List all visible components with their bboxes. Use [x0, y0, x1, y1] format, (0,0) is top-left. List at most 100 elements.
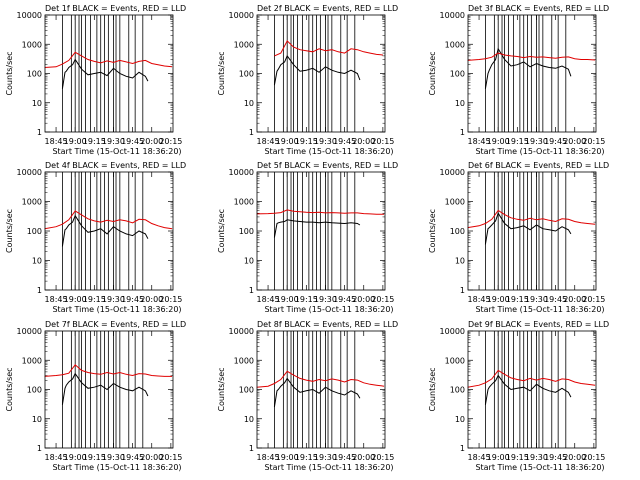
- y-tick-label: 1: [460, 128, 465, 137]
- y-axis-label: Counts/sec: [5, 209, 14, 253]
- y-tick-label: 10000: [440, 327, 465, 336]
- x-tick-label: 19:45: [121, 295, 144, 304]
- x-tick-label: 20:15: [582, 453, 605, 462]
- x-tick-label: 20:15: [371, 295, 394, 304]
- detector-panel: Det 2f BLACK = Events, RED = LLD Counts/s…: [217, 4, 398, 156]
- y-axis-label: Counts/sec: [5, 51, 14, 95]
- y-axis-label: Counts/sec: [217, 367, 226, 411]
- lld-series: [44, 364, 173, 377]
- y-tick-label: 1000: [22, 356, 42, 365]
- x-tick-label: 20:00: [140, 295, 163, 304]
- y-tick-label: 10000: [229, 11, 254, 20]
- x-tick-label: 20:15: [159, 453, 182, 462]
- y-axis-label: Counts/sec: [428, 51, 437, 95]
- x-tick-label: 19:30: [525, 295, 548, 304]
- x-tick-label: 20:00: [140, 137, 163, 146]
- y-tick-label: 1: [37, 286, 42, 295]
- y-tick-label: 1: [249, 286, 254, 295]
- x-tick-label: 18:45: [468, 137, 491, 146]
- x-axis-label: Start Time (15-Oct-11 18:36:20): [475, 147, 604, 156]
- x-tick-label: 20:00: [352, 453, 375, 462]
- plot-frame: [256, 14, 386, 133]
- y-tick-label: 10000: [440, 168, 465, 177]
- y-tick-label: 1000: [234, 356, 254, 365]
- x-tick-label: 19:15: [83, 137, 106, 146]
- x-tick-label: 19:00: [276, 137, 299, 146]
- y-tick-label: 100: [27, 227, 42, 236]
- y-tick-label: 1: [37, 128, 42, 137]
- x-tick-label: 19:30: [102, 453, 125, 462]
- x-tick-label: 18:45: [45, 137, 68, 146]
- x-tick-label: 18:45: [45, 453, 68, 462]
- y-tick-label: 100: [239, 386, 254, 395]
- y-tick-label: 10: [32, 99, 42, 108]
- events-series: [273, 54, 361, 86]
- x-tick-label: 19:45: [333, 295, 356, 304]
- y-tick-label: 1: [460, 286, 465, 295]
- y-axis-label: Counts/sec: [5, 367, 14, 411]
- x-tick-label: 18:45: [257, 137, 280, 146]
- y-tick-label: 1: [249, 128, 254, 137]
- x-tick-label: 20:00: [352, 137, 375, 146]
- x-axis-label: Start Time (15-Oct-11 18:36:20): [475, 305, 604, 314]
- x-tick-label: 18:45: [45, 295, 68, 304]
- plot-frame: [44, 330, 174, 449]
- x-tick-label: 18:45: [257, 295, 280, 304]
- y-tick-label: 10000: [440, 11, 465, 20]
- panel-title: Det 2f BLACK = Events, RED = LLD: [257, 4, 398, 13]
- events-series: [484, 374, 572, 405]
- y-tick-label: 1: [460, 444, 465, 453]
- x-tick-label: 19:30: [525, 453, 548, 462]
- x-axis-label: Start Time (15-Oct-11 18:36:20): [52, 463, 181, 472]
- y-tick-label: 10: [244, 257, 254, 266]
- panel-title: Det 4f BLACK = Events, RED = LLD: [45, 161, 186, 170]
- y-tick-label: 10000: [229, 168, 254, 177]
- y-tick-label: 10: [244, 415, 254, 424]
- y-tick-label: 10000: [229, 327, 254, 336]
- detector-panel: Det 6f BLACK = Events, RED = LLD Counts/s…: [428, 161, 609, 314]
- y-axis-label: Counts/sec: [217, 209, 226, 253]
- lld-series: [256, 370, 385, 388]
- lld-series: [44, 51, 173, 68]
- y-tick-label: 10: [244, 99, 254, 108]
- x-tick-label: 19:00: [64, 453, 87, 462]
- y-tick-label: 1000: [234, 198, 254, 207]
- x-tick-label: 19:30: [314, 137, 337, 146]
- detector-panel: Det 8f BLACK = Events, RED = LLD Counts/s…: [217, 320, 398, 472]
- plot-frame: [467, 14, 597, 133]
- y-tick-label: 10: [455, 415, 465, 424]
- y-tick-label: 10: [32, 257, 42, 266]
- plot-frame: [467, 171, 597, 291]
- x-tick-label: 19:30: [102, 137, 125, 146]
- x-tick-label: 20:00: [563, 295, 586, 304]
- x-tick-label: 19:30: [525, 137, 548, 146]
- detector-panel: Det 5f BLACK = Events, RED = LLD Counts/s…: [217, 161, 398, 314]
- x-tick-label: 19:15: [295, 453, 318, 462]
- events-series: [61, 214, 149, 247]
- events-series: [61, 372, 149, 405]
- x-axis-label: Start Time (15-Oct-11 18:36:20): [52, 305, 181, 314]
- x-axis-label: Start Time (15-Oct-11 18:36:20): [52, 147, 181, 156]
- x-tick-label: 19:15: [83, 453, 106, 462]
- detector-panel: Det 1f BLACK = Events, RED = LLD Counts/s…: [5, 4, 186, 156]
- x-tick-label: 19:15: [506, 295, 529, 304]
- panel-title: Det 9f BLACK = Events, RED = LLD: [468, 320, 609, 329]
- x-tick-label: 20:15: [582, 295, 605, 304]
- lld-series: [274, 40, 383, 57]
- y-tick-label: 100: [239, 70, 254, 79]
- y-tick-label: 1: [249, 444, 254, 453]
- plot-frame: [467, 330, 597, 449]
- x-tick-label: 19:45: [544, 295, 567, 304]
- lld-series: [44, 210, 173, 230]
- x-tick-label: 19:45: [544, 137, 567, 146]
- plot-frame: [44, 171, 174, 291]
- y-tick-label: 100: [239, 227, 254, 236]
- detector-panel: Det 9f BLACK = Events, RED = LLD Counts/s…: [428, 320, 609, 472]
- x-tick-label: 20:00: [352, 295, 375, 304]
- x-tick-label: 19:00: [64, 295, 87, 304]
- y-tick-label: 10000: [17, 11, 42, 20]
- y-tick-label: 100: [450, 70, 465, 79]
- y-tick-label: 10: [32, 415, 42, 424]
- y-tick-label: 100: [450, 386, 465, 395]
- x-tick-label: 19:45: [121, 453, 144, 462]
